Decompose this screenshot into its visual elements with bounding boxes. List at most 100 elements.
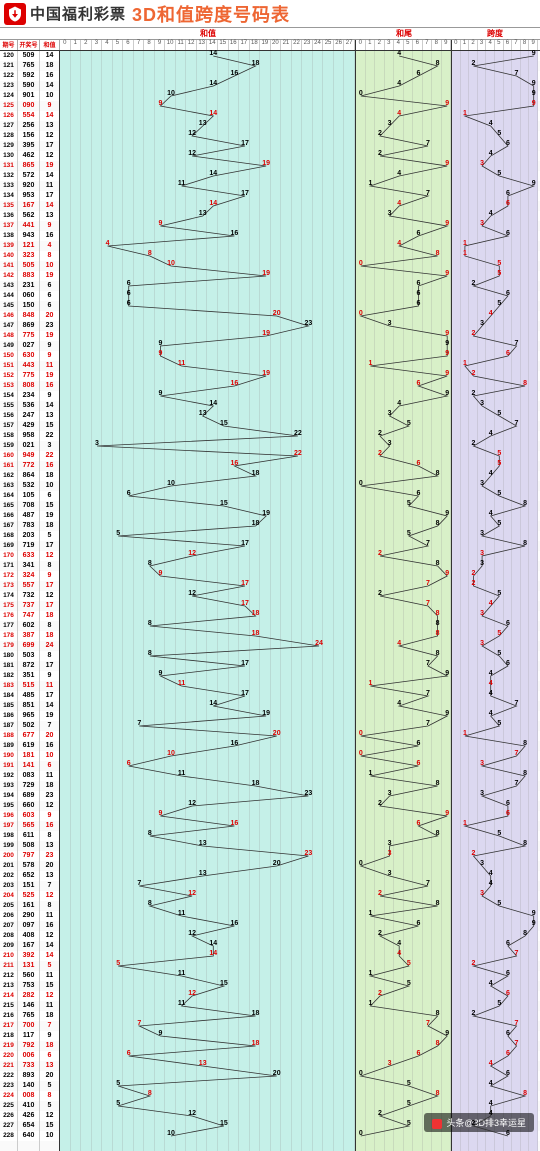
hewei-zone: 8 (356, 831, 452, 841)
period-189: 189 (0, 741, 18, 751)
hezhi-value: 6 (40, 1051, 60, 1061)
hewei-point: 5 (403, 530, 415, 537)
hezhi-value: 17 (40, 141, 60, 151)
kuadu-point: 6 (502, 940, 514, 947)
hewei-zone: 3 (356, 871, 452, 881)
kuadu-point: 4 (485, 1110, 497, 1117)
kuadu-point: 3 (476, 480, 488, 487)
period-196: 196 (0, 811, 18, 821)
hezhi-zone: 11 (60, 361, 356, 371)
kuadu-point: 4 (485, 310, 497, 317)
kuadu-zone: 7 (452, 1041, 538, 1051)
hezhi-point: 5 (112, 1100, 124, 1107)
period-160: 160 (0, 451, 18, 461)
kuadu-zone: 4 (452, 431, 538, 441)
hewei-col-3: 3 (385, 40, 395, 50)
kuadu-zone: 3 (452, 321, 538, 331)
hezhi-zone: 19 (60, 371, 356, 381)
hezhi-col-14: 14 (207, 40, 218, 50)
hewei-point: 3 (384, 1060, 396, 1067)
data-row: 123 590 14 14 4 9 (0, 81, 540, 91)
period-223: 223 (0, 1081, 18, 1091)
period-148: 148 (0, 331, 18, 341)
period-140: 140 (0, 251, 18, 261)
hezhi-zone: 14 (60, 701, 356, 711)
hezhi-value: 22 (40, 451, 60, 461)
hezhi-value: 5 (40, 961, 60, 971)
kuadu-point: 5 (493, 900, 505, 907)
kuadu-zone: 3 (452, 791, 538, 801)
hezhi-value: 12 (40, 931, 60, 941)
hezhi-point: 8 (144, 650, 156, 657)
draw-number: 602 (18, 621, 40, 631)
kuadu-point: 9 (528, 100, 540, 107)
kuadu-point: 1 (459, 820, 471, 827)
hewei-zone: 6 (356, 921, 452, 931)
data-row: 178 387 18 18 8 5 (0, 631, 540, 641)
period-127: 127 (0, 121, 18, 131)
hezhi-point: 18 (250, 1010, 262, 1017)
hezhi-value: 16 (40, 231, 60, 241)
kuadu-point: 8 (519, 770, 531, 777)
hezhi-zone: 5 (60, 531, 356, 541)
draw-number: 167 (18, 201, 40, 211)
hewei-point: 2 (374, 930, 386, 937)
data-row: 201 578 20 20 0 3 (0, 861, 540, 871)
hezhi-zone: 11 (60, 911, 356, 921)
hezhi-zone: 7 (60, 881, 356, 891)
kuadu-zone: 6 (452, 191, 538, 201)
col-kaijiang: 开奖号 (18, 40, 40, 50)
kuadu-zone: 3 (452, 611, 538, 621)
period-125: 125 (0, 101, 18, 111)
hezhi-value: 16 (40, 71, 60, 81)
hezhi-zone: 8 (60, 621, 356, 631)
hezhi-zone: 9 (60, 671, 356, 681)
hezhi-zone: 14 (60, 51, 356, 61)
hezhi-point: 16 (228, 230, 240, 237)
data-row: 172 324 9 9 9 2 (0, 571, 540, 581)
hezhi-value: 22 (40, 431, 60, 441)
period-123: 123 (0, 81, 18, 91)
hewei-col-4: 4 (394, 40, 404, 50)
period-197: 197 (0, 821, 18, 831)
hezhi-col-21: 21 (281, 40, 292, 50)
hezhi-value: 9 (40, 671, 60, 681)
hezhi-col-3: 3 (92, 40, 103, 50)
hezhi-point: 20 (271, 310, 283, 317)
hezhi-point: 11 (176, 360, 188, 367)
hezhi-col-5: 5 (113, 40, 124, 50)
hezhi-zone: 11 (60, 1001, 356, 1011)
kuadu-point: 6 (502, 140, 514, 147)
hezhi-point: 12 (186, 990, 198, 997)
hewei-zone: 4 (356, 81, 452, 91)
data-row: 179 699 24 24 4 3 (0, 641, 540, 651)
data-row: 128 156 12 12 2 5 (0, 131, 540, 141)
hewei-point: 3 (384, 840, 396, 847)
hewei-point: 6 (412, 380, 424, 387)
draw-number: 021 (18, 441, 40, 451)
kuadu-point: 6 (502, 620, 514, 627)
hewei-point: 7 (422, 190, 434, 197)
kuadu-zone: 5 (452, 901, 538, 911)
kuadu-zone: 6 (452, 1031, 538, 1041)
hezhi-point: 5 (112, 960, 124, 967)
hezhi-zone: 5 (60, 1101, 356, 1111)
period-157: 157 (0, 421, 18, 431)
data-row: 164 105 6 6 6 5 (0, 491, 540, 501)
hezhi-point: 14 (207, 170, 219, 177)
hezhi-zone: 22 (60, 431, 356, 441)
period-167: 167 (0, 521, 18, 531)
kuadu-zone: 7 (452, 751, 538, 761)
data-row: 224 008 8 8 8 8 (0, 1091, 540, 1101)
hezhi-point: 19 (260, 710, 272, 717)
hewei-zone: 6 (356, 381, 452, 391)
hezhi-col-4: 4 (102, 40, 113, 50)
hewei-zone: 0 (356, 751, 452, 761)
hezhi-value: 9 (40, 1031, 60, 1041)
period-129: 129 (0, 141, 18, 151)
hewei-point: 4 (393, 170, 405, 177)
period-163: 163 (0, 481, 18, 491)
kuadu-point: 3 (476, 640, 488, 647)
data-row: 173 557 17 17 7 2 (0, 581, 540, 591)
hezhi-point: 6 (123, 300, 135, 307)
